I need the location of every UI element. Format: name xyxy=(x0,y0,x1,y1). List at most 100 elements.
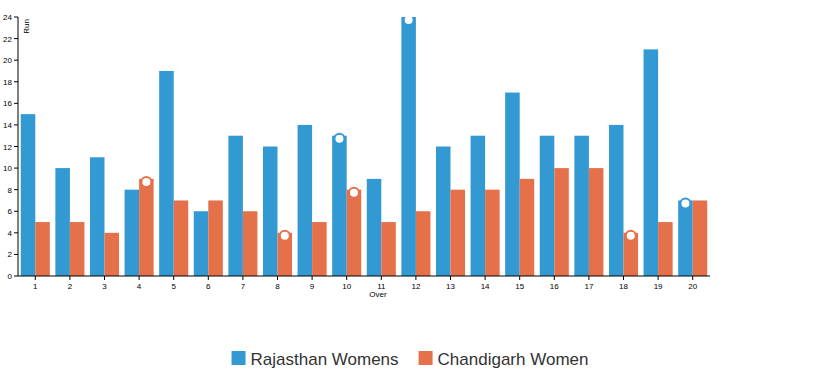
x-tick xyxy=(519,276,520,280)
bar xyxy=(21,114,36,276)
y-tick-label: 12 xyxy=(3,143,12,152)
y-tick xyxy=(14,38,18,39)
bar xyxy=(693,200,708,276)
x-tick xyxy=(346,276,347,280)
x-tick-label: 16 xyxy=(550,282,559,291)
x-tick-label: 2 xyxy=(68,282,73,291)
bars xyxy=(21,17,707,276)
y-tick-label: 8 xyxy=(8,186,13,195)
wicket-marker xyxy=(334,134,344,144)
y-axis-title: Run xyxy=(22,19,31,34)
y-tick-label: 4 xyxy=(8,229,13,238)
legend: Rajasthan Womens Chandigarh Women xyxy=(232,350,589,369)
wicket-marker xyxy=(626,231,636,241)
wicket-marker xyxy=(141,177,151,187)
y-tick-label: 6 xyxy=(8,207,13,216)
y-tick xyxy=(14,60,18,61)
x-tick xyxy=(381,276,382,280)
x-tick xyxy=(173,276,174,280)
bar xyxy=(401,17,416,276)
x-tick xyxy=(104,276,105,280)
y-tick xyxy=(14,168,18,169)
x-tick xyxy=(692,276,693,280)
bar xyxy=(381,222,396,276)
y-tick xyxy=(14,17,18,18)
legend-label: Chandigarh Women xyxy=(438,350,589,369)
chart: 024681012141618202224Run1234567891011121… xyxy=(0,0,820,383)
bar xyxy=(505,93,520,276)
bar xyxy=(332,136,347,276)
bar xyxy=(658,222,673,276)
y-tick-label: 2 xyxy=(8,250,13,259)
x-tick-label: 20 xyxy=(688,282,697,291)
y-tick-label: 18 xyxy=(3,78,12,87)
x-axis xyxy=(18,276,710,277)
bar xyxy=(589,168,604,276)
x-tick-label: 3 xyxy=(102,282,107,291)
legend-swatch xyxy=(232,351,246,365)
y-tick xyxy=(14,211,18,212)
x-tick-label: 10 xyxy=(342,282,351,291)
y-tick xyxy=(14,189,18,190)
bar xyxy=(644,49,659,276)
x-axis-title: Over xyxy=(369,290,387,299)
x-tick xyxy=(623,276,624,280)
bar xyxy=(416,211,431,276)
y-tick-label: 14 xyxy=(3,121,12,130)
x-tick-label: 14 xyxy=(481,282,490,291)
bar xyxy=(174,200,189,276)
legend-swatch xyxy=(419,351,433,365)
x-tick-label: 15 xyxy=(515,282,524,291)
bar xyxy=(485,190,500,276)
x-tick-label: 5 xyxy=(171,282,176,291)
bar xyxy=(90,157,105,276)
y-tick-label: 20 xyxy=(3,56,12,65)
wicket-marker xyxy=(680,198,690,208)
x-tick xyxy=(312,276,313,280)
y-tick xyxy=(14,276,18,277)
x-tick xyxy=(35,276,36,280)
y-tick xyxy=(14,124,18,125)
bar xyxy=(208,200,223,276)
bar xyxy=(55,168,70,276)
y-tick xyxy=(14,81,18,82)
y-tick-label: 22 xyxy=(3,35,12,44)
bar xyxy=(367,179,382,276)
bar xyxy=(139,179,154,276)
bar xyxy=(125,190,140,276)
x-tick-label: 6 xyxy=(206,282,211,291)
x-tick-label: 7 xyxy=(241,282,246,291)
wicket-marker xyxy=(404,17,414,25)
y-tick-label: 10 xyxy=(3,164,12,173)
bar xyxy=(105,233,120,276)
x-tick xyxy=(208,276,209,280)
bar xyxy=(554,168,569,276)
x-tick-label: 8 xyxy=(275,282,280,291)
bar xyxy=(312,222,327,276)
bar xyxy=(228,136,243,276)
bar xyxy=(574,136,589,276)
y-tick-label: 24 xyxy=(3,13,12,22)
x-tick-label: 9 xyxy=(310,282,315,291)
x-tick-label: 1 xyxy=(33,282,38,291)
x-tick-label: 17 xyxy=(584,282,593,291)
y-tick xyxy=(14,103,18,104)
bar xyxy=(159,71,174,276)
y-tick-label: 0 xyxy=(8,272,13,281)
wicket-marker xyxy=(349,188,359,198)
bar xyxy=(347,190,362,276)
x-tick-label: 12 xyxy=(411,282,420,291)
x-tick-label: 4 xyxy=(137,282,142,291)
bar xyxy=(678,200,693,276)
x-tick-label: 19 xyxy=(654,282,663,291)
wicket-marker xyxy=(280,231,290,241)
x-tick xyxy=(69,276,70,280)
legend-label: Rajasthan Womens xyxy=(251,350,399,369)
bar xyxy=(194,211,209,276)
y-tick-label: 16 xyxy=(3,99,12,108)
bar xyxy=(298,125,313,276)
y-tick xyxy=(14,146,18,147)
x-tick xyxy=(242,276,243,280)
x-tick xyxy=(415,276,416,280)
bar xyxy=(436,147,451,277)
